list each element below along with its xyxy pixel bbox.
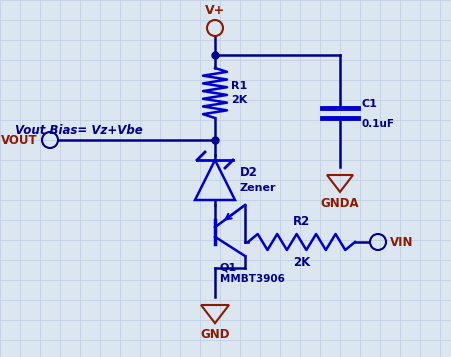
Text: GND: GND	[200, 328, 230, 341]
Text: R2: R2	[293, 215, 310, 228]
Text: C1: C1	[362, 99, 378, 109]
Text: D2: D2	[240, 166, 258, 178]
Text: MMBT3906: MMBT3906	[220, 274, 285, 284]
Text: VIN: VIN	[390, 236, 414, 248]
Text: R1: R1	[231, 81, 247, 91]
Text: Vout Bias= Vz+Vbe: Vout Bias= Vz+Vbe	[15, 124, 143, 136]
Text: 0.1uF: 0.1uF	[362, 119, 395, 129]
Text: V+: V+	[205, 4, 225, 17]
Text: VOUT: VOUT	[1, 134, 38, 146]
Text: Q1: Q1	[220, 262, 237, 272]
Text: Zener: Zener	[240, 183, 276, 193]
Text: 2K: 2K	[231, 95, 247, 105]
Text: 2K: 2K	[293, 256, 310, 269]
Text: GNDA: GNDA	[321, 197, 359, 210]
